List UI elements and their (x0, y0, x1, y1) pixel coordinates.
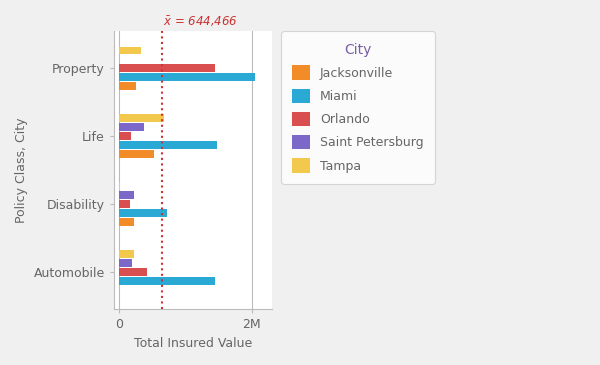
Bar (119, 218, 134, 226)
Bar (119, 200, 130, 208)
Bar (119, 150, 154, 158)
X-axis label: Total Insured Value: Total Insured Value (134, 337, 252, 350)
Legend: Jacksonville, Miami, Orlando, Saint Petersburg, Tampa: Jacksonville, Miami, Orlando, Saint Pete… (281, 31, 435, 184)
Bar (119, 115, 164, 122)
Bar (119, 277, 215, 285)
Bar (119, 268, 147, 276)
Bar (119, 46, 141, 54)
Bar (119, 259, 133, 267)
Bar (119, 250, 134, 258)
Bar (119, 132, 131, 140)
Bar (119, 141, 217, 149)
Y-axis label: Policy Class, City: Policy Class, City (15, 118, 28, 223)
Bar (119, 82, 136, 90)
Bar (119, 123, 145, 131)
Bar (119, 191, 134, 199)
Bar (119, 209, 167, 217)
Text: $\bar{x}$ = 644,466: $\bar{x}$ = 644,466 (163, 15, 238, 30)
Bar (119, 64, 215, 72)
Bar (119, 73, 255, 81)
Bar (119, 182, 120, 191)
